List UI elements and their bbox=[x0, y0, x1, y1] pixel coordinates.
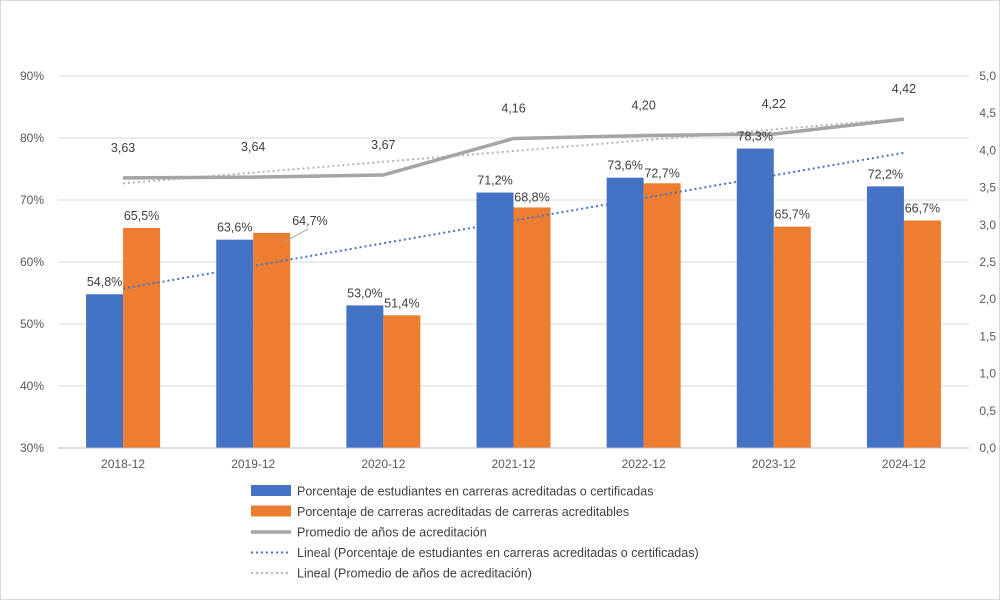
bar-students bbox=[866, 186, 904, 449]
bars bbox=[86, 148, 941, 449]
legend-swatch bbox=[251, 505, 291, 517]
data-labels: 54,8% 63,6% 53,0% 71,2% 73,6% 78,3% 72,2% 65,5%… bbox=[87, 82, 940, 310]
x-tick-label: 2020-12 bbox=[361, 457, 405, 471]
y-right-tick-label: 4,0 bbox=[979, 143, 996, 157]
y-left-tick-label: 30% bbox=[20, 441, 44, 455]
data-label: 72,7% bbox=[644, 166, 679, 180]
y-right-tick-label: 3,0 bbox=[979, 218, 996, 232]
bar-students bbox=[736, 148, 774, 449]
data-label: 68,8% bbox=[514, 190, 549, 204]
trendline-students bbox=[122, 151, 905, 290]
x-tick-label: 2019-12 bbox=[231, 457, 275, 471]
x-tick-label: 2018-12 bbox=[101, 457, 145, 471]
legend-label: Porcentaje de carreras acreditadas de ca… bbox=[297, 505, 629, 519]
data-label: 71,2% bbox=[477, 174, 512, 188]
data-label: 3,63 bbox=[111, 141, 135, 155]
legend-label: Lineal (Promedio de años de acreditación… bbox=[297, 567, 532, 581]
legend-label: Lineal (Porcentaje de estudiantes en car… bbox=[297, 546, 699, 560]
legend-swatch bbox=[251, 485, 291, 496]
bar-students bbox=[346, 305, 384, 448]
y-left-tick-label: 90% bbox=[20, 69, 44, 83]
bar-students bbox=[216, 239, 254, 448]
bar-programs bbox=[383, 315, 421, 448]
y-right-tick-label: 1,5 bbox=[979, 329, 996, 343]
average-years-line bbox=[123, 117, 905, 180]
data-label: 63,6% bbox=[217, 221, 252, 235]
legend-label: Promedio de años de acreditación bbox=[297, 526, 487, 540]
y-left-tick-label: 70% bbox=[20, 193, 44, 207]
x-tick-label: 2022-12 bbox=[622, 457, 666, 471]
y-right-tick-label: 0,0 bbox=[979, 441, 996, 455]
y-right-tick-label: 4,5 bbox=[979, 106, 996, 120]
data-label: 4,42 bbox=[892, 82, 916, 96]
bar-students bbox=[606, 177, 644, 448]
y-right-tick-label: 1,0 bbox=[979, 367, 996, 381]
bar-programs bbox=[123, 227, 161, 448]
data-label: 73,6% bbox=[607, 159, 642, 173]
data-label: 66,7% bbox=[905, 201, 940, 215]
y-left-tick-label: 60% bbox=[20, 255, 44, 269]
data-label: 65,5% bbox=[124, 209, 159, 223]
y-right-tick-label: 0,5 bbox=[979, 404, 996, 418]
x-tick-label: 2023-12 bbox=[752, 457, 796, 471]
x-tick-label: 2024-12 bbox=[882, 457, 926, 471]
line-average-years bbox=[123, 117, 905, 180]
bar-programs bbox=[513, 207, 551, 448]
trendlines bbox=[122, 117, 905, 290]
bar-students bbox=[86, 294, 124, 448]
data-label: 54,8% bbox=[87, 275, 122, 289]
data-label: 78,3% bbox=[738, 130, 773, 144]
data-label: 53,0% bbox=[347, 286, 382, 300]
bar-programs bbox=[253, 232, 291, 448]
trendline-years bbox=[122, 117, 905, 185]
y-left-tick-label: 80% bbox=[20, 131, 44, 145]
data-label: 51,4% bbox=[384, 296, 419, 310]
data-label: 3,67 bbox=[371, 138, 395, 152]
data-label: 64,7% bbox=[292, 214, 327, 228]
bar-programs bbox=[903, 220, 941, 448]
data-label: 72,2% bbox=[868, 167, 903, 181]
y-right-tick-label: 2,0 bbox=[979, 292, 996, 306]
y-right-tick-label: 2,5 bbox=[979, 255, 996, 269]
legend-label: Porcentaje de estudiantes en carreras ac… bbox=[297, 485, 653, 499]
axes: 30% 40% 50% 60% 70% 80% 90% 0,0 0,5 1,0 1,5 2,0 2,5 3… bbox=[20, 69, 996, 471]
bar-programs bbox=[773, 226, 811, 448]
x-tick-label: 2021-12 bbox=[491, 457, 535, 471]
legend: Porcentaje de estudiantes en carreras ac… bbox=[251, 485, 699, 581]
y-left-tick-label: 50% bbox=[20, 317, 44, 331]
leader-line bbox=[285, 228, 309, 242]
data-label: 4,22 bbox=[762, 97, 786, 111]
data-label: 65,7% bbox=[775, 208, 810, 222]
bar-students bbox=[476, 192, 514, 448]
y-left-tick-label: 40% bbox=[20, 379, 44, 393]
data-label: 4,16 bbox=[501, 101, 525, 115]
y-right-tick-label: 5,0 bbox=[979, 69, 996, 83]
data-label: 3,64 bbox=[241, 140, 265, 154]
data-label: 4,20 bbox=[631, 99, 655, 113]
bar-programs bbox=[643, 183, 681, 448]
y-right-tick-label: 3,5 bbox=[979, 181, 996, 195]
